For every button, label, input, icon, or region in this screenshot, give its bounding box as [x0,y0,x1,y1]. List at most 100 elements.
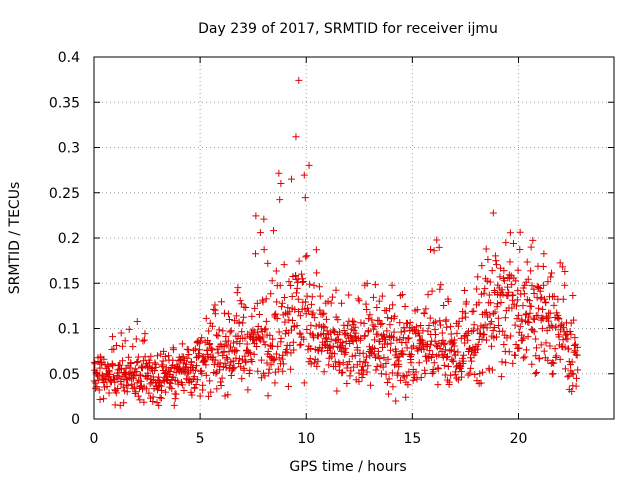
data-point [100,355,108,363]
data-point [253,343,261,351]
data-point [559,336,567,344]
data-point [308,293,316,301]
data-point [331,350,339,358]
data-point [279,367,287,375]
data-point [527,267,535,275]
data-point [427,341,435,349]
data-point [497,298,505,306]
data-point [274,365,282,373]
data-point [140,336,148,344]
data-point [556,355,564,363]
data-point [172,368,180,376]
data-point [371,323,379,331]
data-point [217,378,225,386]
data-point [500,277,508,285]
data-point [246,366,254,374]
data-point [500,267,508,275]
data-point [151,367,159,375]
data-point [174,380,182,388]
data-point [300,335,308,343]
data-point [218,298,226,306]
data-point [520,290,528,298]
data-point [496,273,504,281]
data-point [475,299,483,307]
data-point [161,352,169,360]
data-point [489,310,497,318]
data-point [394,369,402,377]
data-point [312,246,320,254]
data-point [325,361,333,369]
data-point [296,341,304,349]
data-point [558,342,566,350]
data-point [398,291,406,299]
data-point [137,377,145,385]
data-point [264,348,272,356]
data-point [306,280,314,288]
data-point [414,347,422,355]
data-point [440,361,448,369]
y-tick-label: 0.35 [49,95,80,111]
data-point [350,318,358,326]
data-point [488,366,496,374]
data-point [302,253,310,261]
data-point [523,258,531,266]
data-point [515,344,523,352]
data-point [213,331,221,339]
data-point [498,286,506,294]
data-point [559,295,567,303]
data-point [503,334,511,342]
data-point [551,345,559,353]
data-point [304,307,312,315]
data-point [516,228,524,236]
data-point [272,350,280,358]
data-point [206,377,214,385]
data-point [226,328,234,336]
data-point [213,385,221,393]
data-point [344,361,352,369]
data-point [333,336,341,344]
data-point [461,287,469,295]
data-point [246,349,254,357]
data-point [388,281,396,289]
data-point [316,306,324,314]
data-point [291,306,299,314]
data-point [435,243,443,251]
data-point [515,311,523,319]
data-point [574,366,582,374]
data-point [386,305,394,313]
data-point [332,363,340,371]
data-point [468,327,476,335]
data-point [367,349,375,357]
data-point [149,393,157,401]
data-point [171,395,179,403]
data-point [202,361,210,369]
data-point [383,340,391,348]
data-point [540,281,548,289]
y-tick-label: 0.2 [58,231,80,247]
data-point [287,365,295,373]
data-point [361,332,369,340]
data-point [185,351,193,359]
data-point [230,363,238,371]
data-point [195,352,203,360]
data-point [497,373,505,381]
x-tick-label: 10 [297,431,315,447]
data-point [431,318,439,326]
data-point [527,302,535,310]
data-point [359,366,367,374]
data-point [143,362,151,370]
data-point [316,292,324,300]
data-point [351,323,359,331]
data-point [351,352,359,360]
data-point [329,342,337,350]
data-point [459,357,467,365]
data-point [382,370,390,378]
chart-title: Day 239 of 2017, SRMTID for receiver ijm… [198,21,498,37]
data-point [362,353,370,361]
data-point [355,378,363,386]
data-point [294,295,302,303]
data-point [254,367,262,375]
data-point [444,352,452,360]
data-point [552,354,560,362]
data-point [547,322,555,330]
